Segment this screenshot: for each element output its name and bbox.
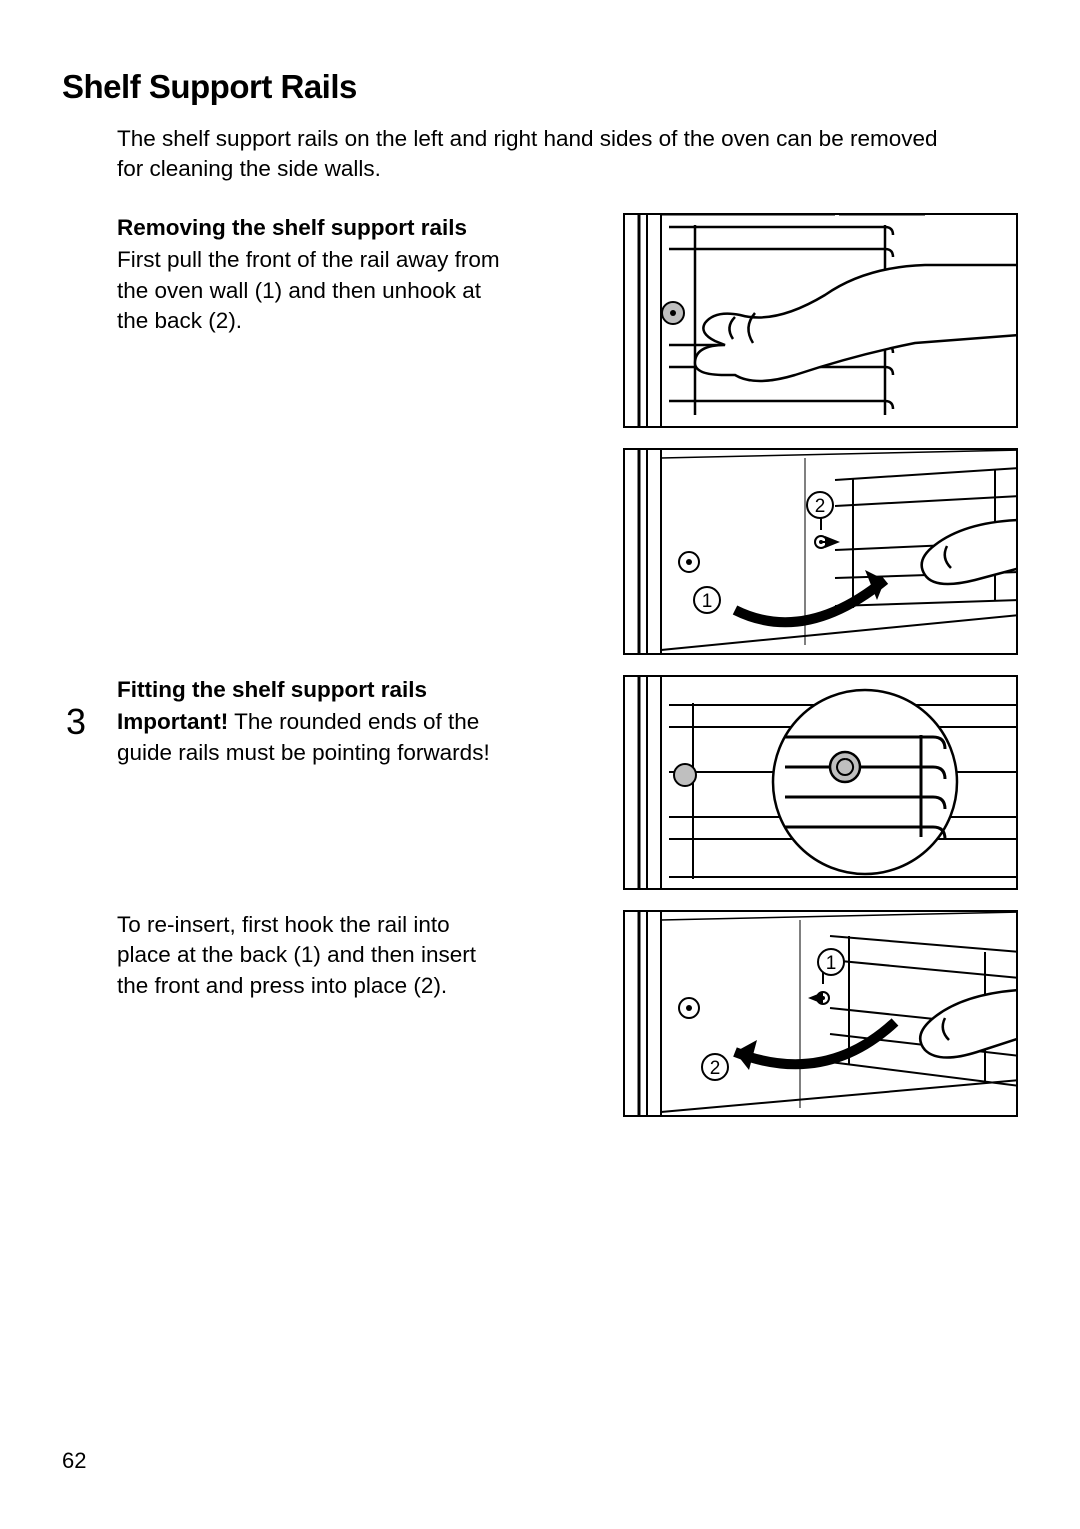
- fitting-heading: Fitting the shelf support rails: [117, 675, 502, 705]
- section-fitting-2: To re-insert, first hook the rail into p…: [62, 910, 1018, 1117]
- page-number: 62: [62, 1448, 86, 1474]
- callout-1b: 1: [826, 953, 837, 974]
- removing-body: First pull the front of the rail away fr…: [117, 245, 502, 336]
- callout-2: 2: [815, 496, 826, 517]
- section-removing: Removing the shelf support rails First p…: [62, 213, 1018, 655]
- callout-2b: 2: [710, 1058, 721, 1079]
- intro-text: The shelf support rails on the left and …: [117, 124, 947, 185]
- figure-fit-1: [623, 675, 1018, 890]
- important-label: Important!: [117, 709, 228, 734]
- figure-remove-1: [623, 213, 1018, 428]
- section-fitting-1: 3 Fitting the shelf support rails Import…: [62, 675, 1018, 890]
- step-number: 3: [66, 701, 86, 743]
- removing-heading: Removing the shelf support rails: [117, 213, 502, 243]
- callout-1: 1: [702, 591, 713, 612]
- page-title: Shelf Support Rails: [62, 68, 1018, 106]
- figure-remove-2: 2 1: [623, 448, 1018, 655]
- fitting-important: Important! The rounded ends of the guide…: [117, 707, 502, 768]
- fitting-body2: To re-insert, first hook the rail into p…: [117, 910, 502, 1001]
- figure-fit-2: 1 2: [623, 910, 1018, 1117]
